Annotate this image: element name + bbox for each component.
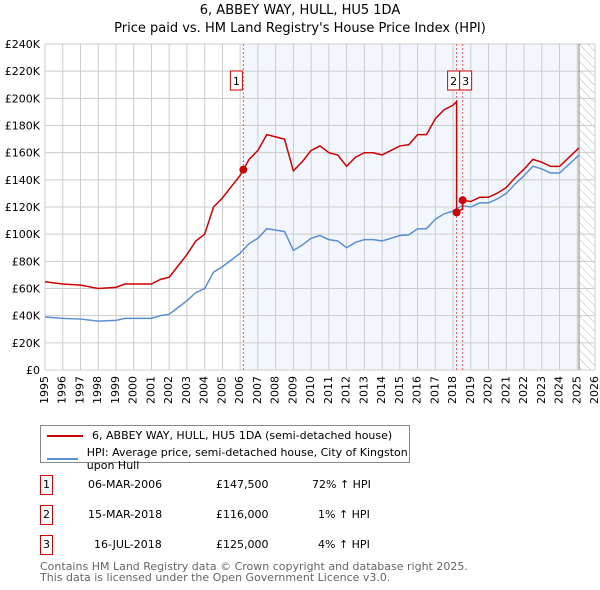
sale-label-box <box>229 70 243 91</box>
x-tick-label: 2020 <box>482 376 495 404</box>
x-tick-label: 2002 <box>162 376 175 404</box>
y-tick-label: £200K <box>5 92 41 105</box>
attribution: Contains HM Land Registry data © Crown c… <box>40 560 468 584</box>
sale-hpi: 72% ↑ HPI <box>312 478 371 491</box>
x-tick-label: 1999 <box>109 376 122 404</box>
x-tick-label: 2008 <box>269 376 282 404</box>
y-tick-label: £140K <box>5 174 41 187</box>
x-tick-label: 2007 <box>251 376 264 404</box>
sale-label: 2 <box>450 75 457 88</box>
y-tick-label: £160K <box>5 147 41 160</box>
x-tick-label: 2009 <box>286 376 299 404</box>
sale-price: £125,000 <box>216 538 269 551</box>
y-tick-label: £60K <box>12 283 41 296</box>
x-tick-label: 1996 <box>56 376 69 404</box>
sale-price: £147,500 <box>216 478 269 491</box>
x-tick-label: 2012 <box>340 376 353 404</box>
x-tick-label: 2001 <box>144 376 157 404</box>
x-tick-label: 2023 <box>535 376 548 404</box>
sale-label: 1 <box>233 75 240 88</box>
y-tick-label: £180K <box>5 120 41 133</box>
chart-title: 6, ABBEY WAY, HULL, HU5 1DA <box>199 3 401 18</box>
sale-date: 16-JUL-2018 <box>94 538 162 551</box>
sale-marker-badge: 1 <box>40 475 53 495</box>
sale-marker-badge: 3 <box>40 535 53 555</box>
y-tick-label: £240K <box>5 38 41 51</box>
sale-row-2: 2 15-MAR-2018 £116,000 1% ↑ HPI <box>40 505 440 525</box>
sale-row-3: 3 16-JUL-2018 £125,000 4% ↑ HPI <box>40 535 440 555</box>
legend-swatch-hpi <box>47 458 78 460</box>
sale-hpi: 4% ↑ HPI <box>318 538 370 551</box>
x-tick-label: 2011 <box>322 376 335 404</box>
y-tick-label: £80K <box>12 255 41 268</box>
x-tick-label: 2015 <box>393 376 406 404</box>
chart-subtitle: Price paid vs. HM Land Registry's House … <box>114 21 486 36</box>
x-tick-label: 2021 <box>499 376 512 404</box>
sale-price: £116,000 <box>216 508 269 521</box>
sale-point <box>239 165 248 174</box>
sale-hpi: 1% ↑ HPI <box>318 508 370 521</box>
x-tick-label: 2022 <box>517 376 530 404</box>
legend-property: 6, ABBEY WAY, HULL, HU5 1DA (semi-detach… <box>92 429 393 442</box>
x-tick-label: 2003 <box>180 376 193 404</box>
x-tick-label: 2014 <box>375 376 388 404</box>
y-tick-label: £0 <box>26 364 40 377</box>
sale-date: 15-MAR-2018 <box>88 508 163 521</box>
price-chart: 1995 1996 1997 1998 1999 2000 2001 2002 2003 2004… <box>5 38 600 404</box>
x-tick-label: 2013 <box>357 376 370 404</box>
legend-hpi: HPI: Average price, semi-detached house,… <box>86 446 408 472</box>
x-tick-label: 2005 <box>215 376 228 404</box>
y-tick-label: £20K <box>12 337 41 350</box>
x-tick-label: 2019 <box>464 376 477 404</box>
hpi-line <box>44 154 580 322</box>
x-tick-label: 2017 <box>428 376 441 404</box>
x-tick-label: 2018 <box>446 376 459 404</box>
sale-row-1: 1 06-MAR-2006 £147,500 72% ↑ HPI <box>40 475 440 495</box>
y-tick-label: £220K <box>5 65 41 78</box>
legend: 6, ABBEY WAY, HULL, HU5 1DA (semi-detach… <box>40 425 410 472</box>
x-tick-label: 2004 <box>198 376 211 404</box>
x-tick-label: 2006 <box>233 376 246 404</box>
x-tick-label: 1997 <box>73 376 86 404</box>
sale-point <box>452 208 461 217</box>
x-tick-label: 2026 <box>588 376 600 404</box>
y-tick-label: £100K <box>5 228 41 241</box>
x-tick-label: 2000 <box>127 376 140 404</box>
legend-swatch-property <box>47 434 83 437</box>
sale-point <box>458 196 467 205</box>
property-line <box>44 99 580 290</box>
x-tick-label: 2024 <box>553 376 566 404</box>
x-tick-label: 1998 <box>91 376 104 404</box>
sale-date: 06-MAR-2006 <box>88 478 163 491</box>
x-tick-label: 2025 <box>570 376 583 404</box>
sale-label: 3 <box>462 75 469 88</box>
y-tick-label: £40K <box>12 310 41 323</box>
x-tick-label: 2010 <box>304 376 317 404</box>
y-tick-label: £120K <box>5 201 41 214</box>
x-tick-label: 2016 <box>411 376 424 404</box>
x-tick-label: 1995 <box>38 376 51 404</box>
sale-label-box <box>459 70 473 91</box>
sale-marker-badge: 2 <box>40 505 53 525</box>
